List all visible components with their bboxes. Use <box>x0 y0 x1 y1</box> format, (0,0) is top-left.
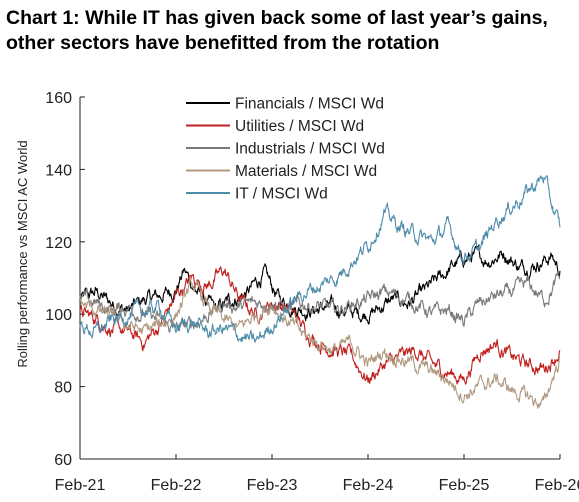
legend-label: Utilities / MSCI Wd <box>235 118 364 135</box>
legend-label: Materials / MSCI Wd <box>235 163 377 180</box>
series-line-3 <box>79 276 561 409</box>
y-axis-label: Rolling performance vs MSCI AC World <box>15 140 30 367</box>
y-tick-label: 120 <box>45 235 72 252</box>
y-tick-label: 160 <box>45 90 72 107</box>
x-tick-label: Feb-23 <box>247 477 298 494</box>
y-tick-label: 100 <box>45 307 72 324</box>
series-line-2 <box>79 273 561 333</box>
series-line-0 <box>79 244 561 325</box>
series-layer <box>79 175 561 409</box>
x-tick-label: Feb-21 <box>55 477 106 494</box>
legend: Financials / MSCI Wd Utilities / MSCI Wd I… <box>186 96 385 203</box>
x-tick-label: Feb-24 <box>343 477 394 494</box>
axes: 60 80 100 120 140 160 Feb-21 Feb-22 Feb-23 Feb-24… <box>45 90 579 494</box>
x-tick-label: Feb-22 <box>151 477 202 494</box>
y-tick-label: 80 <box>54 380 72 397</box>
x-tick-label: Feb-26 <box>535 477 579 494</box>
x-tick-label: Feb-25 <box>439 477 490 494</box>
y-tick-label: 140 <box>45 162 72 179</box>
series-line-4 <box>79 175 561 343</box>
legend-label: IT / MSCI Wd <box>235 186 328 203</box>
legend-label: Financials / MSCI Wd <box>235 96 384 113</box>
y-tick-label: 60 <box>54 452 72 469</box>
chart-title: Chart 1: While IT has given back some of… <box>6 7 548 54</box>
legend-label: Industrials / MSCI Wd <box>235 141 385 158</box>
